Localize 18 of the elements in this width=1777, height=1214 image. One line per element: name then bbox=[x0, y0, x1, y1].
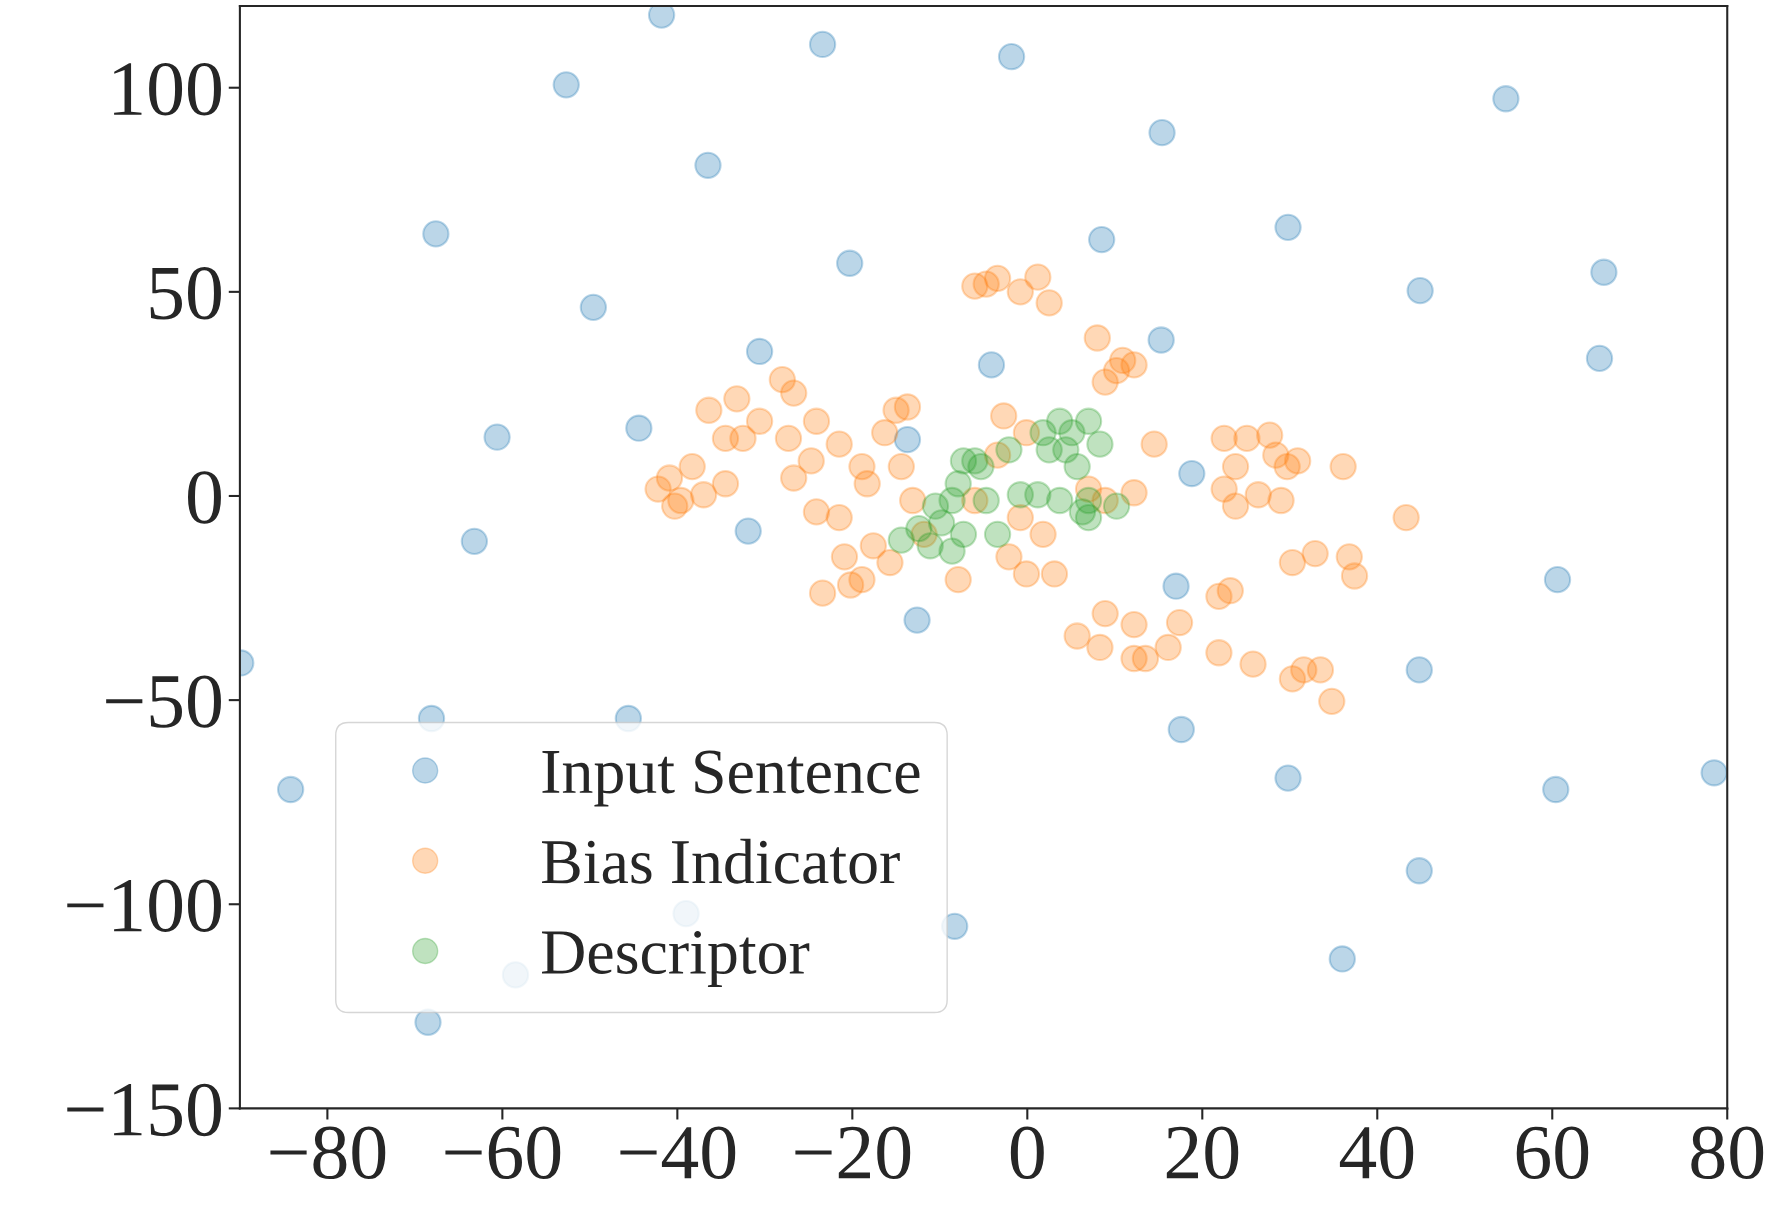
y-tick-label: −100 bbox=[67, 879, 221, 932]
x-tick-label: 20 bbox=[1166, 1126, 1239, 1180]
x-tick-label: 40 bbox=[1339, 1126, 1414, 1180]
y-tick-label: 100 bbox=[114, 62, 221, 116]
x-tick-label: −20 bbox=[795, 1126, 911, 1180]
y-tick-label: −50 bbox=[106, 675, 221, 728]
x-tick-label: 80 bbox=[1691, 1126, 1764, 1180]
legend-label: Bias Indicator bbox=[542, 838, 900, 884]
x-tick-label: −80 bbox=[270, 1126, 386, 1180]
y-tick-label: −150 bbox=[67, 1083, 221, 1137]
y-tick-label: 50 bbox=[150, 267, 221, 320]
x-tick-label: −40 bbox=[620, 1126, 736, 1180]
legend-label: Input Sentence bbox=[542, 750, 920, 807]
x-tick-label: 0 bbox=[1010, 1126, 1044, 1180]
x-tick-label: −60 bbox=[445, 1126, 561, 1180]
legend-label: Descriptor bbox=[542, 931, 810, 987]
x-tick-label: 60 bbox=[1516, 1126, 1589, 1180]
y-tick-label: 0 bbox=[188, 471, 221, 524]
